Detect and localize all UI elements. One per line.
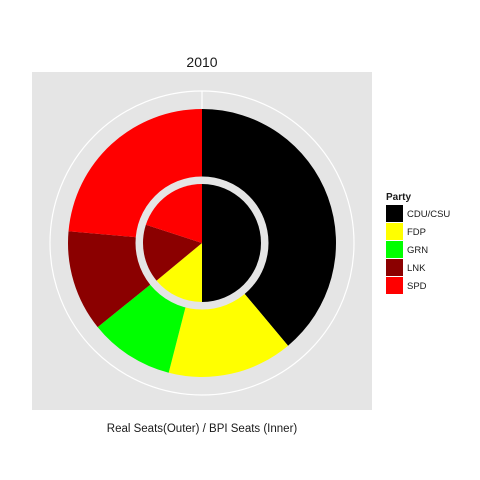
- legend-swatch: [386, 259, 403, 276]
- legend-label: CDU/CSU: [407, 209, 450, 220]
- inner-ring: [143, 184, 261, 302]
- inner-slice-spd: [145, 184, 202, 243]
- legend-label: SPD: [407, 281, 427, 292]
- outer-slice-lnk: [68, 231, 151, 328]
- outer-ring: [68, 109, 336, 377]
- legend-swatch: [386, 205, 403, 222]
- legend-title: Party: [386, 192, 411, 203]
- outer-slice-grn: [97, 284, 186, 373]
- inner-slice-cducsu: [202, 184, 261, 302]
- outer-slice-fdp: [168, 293, 289, 377]
- outer-slice-spd: [68, 109, 202, 238]
- chart-title: 2010: [186, 54, 217, 70]
- inner-slice-fdp: [156, 243, 202, 302]
- ring-gap: [135, 176, 269, 310]
- legend-swatch: [386, 223, 403, 240]
- legend: Party CDU/CSU FDP GRN LNK SPD: [386, 192, 450, 294]
- outer-slice-cducsu: [202, 109, 336, 346]
- legend-label: FDP: [407, 227, 426, 238]
- inner-slice-lnk: [143, 224, 202, 281]
- legend-swatch: [386, 277, 403, 294]
- legend-label: LNK: [407, 263, 426, 274]
- legend-swatch: [386, 241, 403, 258]
- x-axis-label: Real Seats(Outer) / BPI Seats (Inner): [107, 423, 298, 435]
- legend-label: GRN: [407, 245, 428, 256]
